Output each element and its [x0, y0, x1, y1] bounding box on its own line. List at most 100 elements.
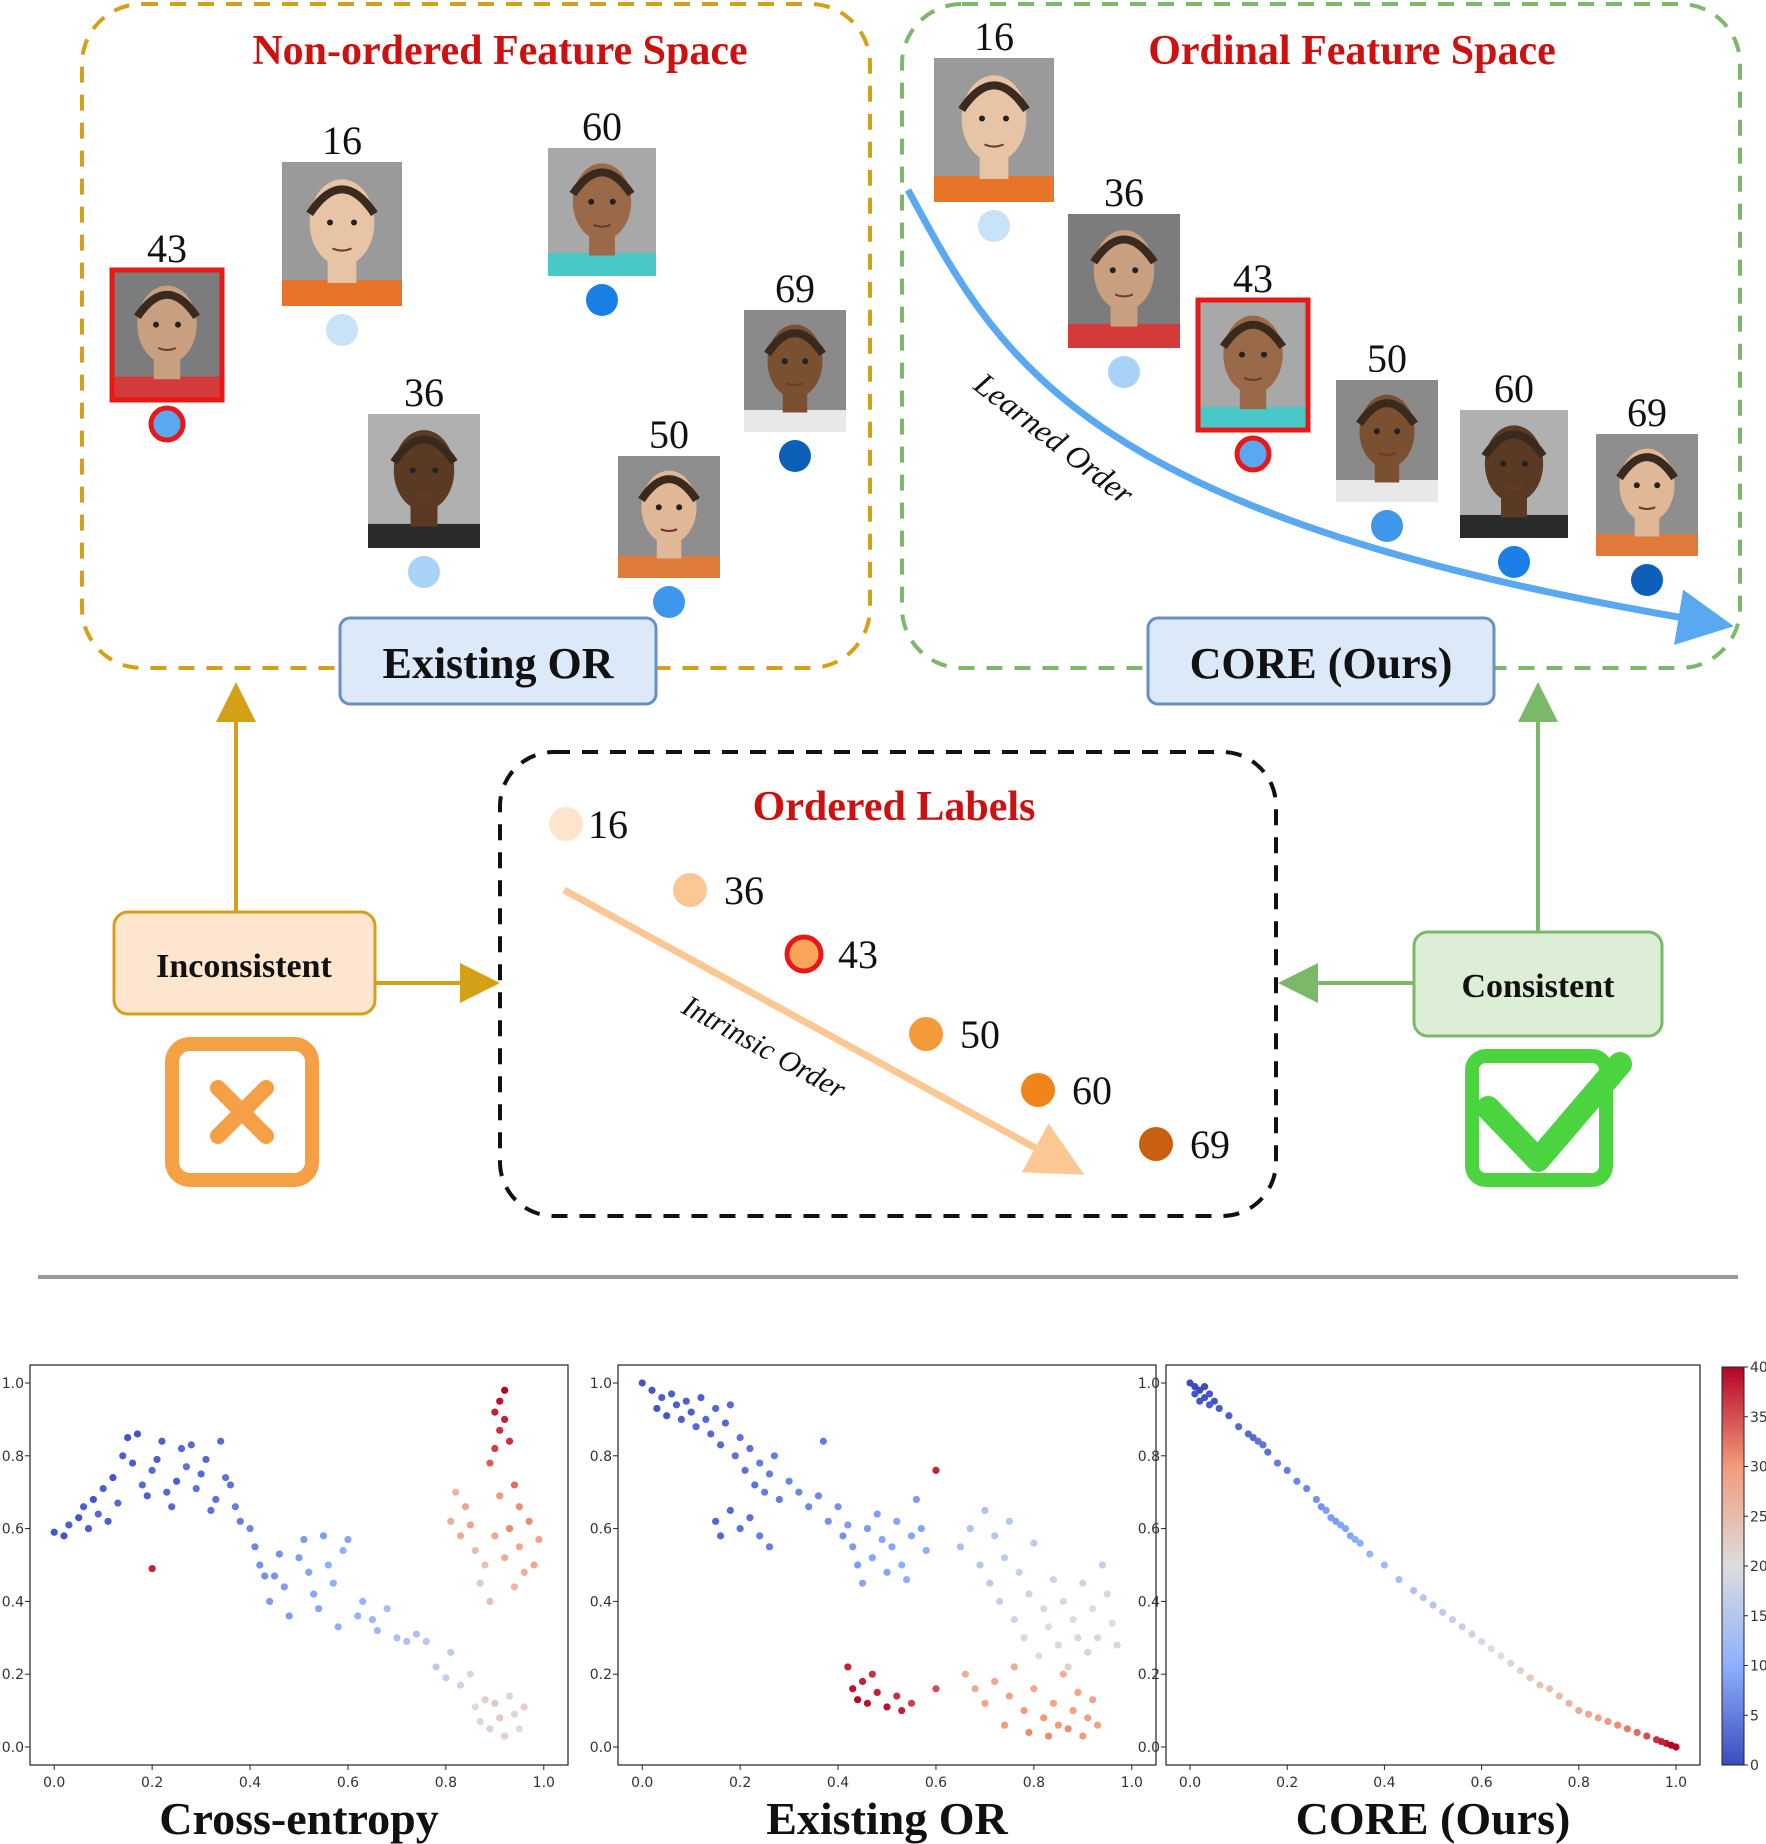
scatter-point: [805, 1503, 813, 1511]
scatter-point: [1259, 1441, 1267, 1449]
scatter-point: [736, 1525, 744, 1533]
scatter-point: [505, 1692, 514, 1700]
scatter-point: [1536, 1681, 1544, 1689]
scatter-point: [486, 1725, 494, 1733]
scatter-point: [153, 1455, 161, 1464]
portrait-mouth: [1114, 293, 1134, 298]
scatter-point: [496, 1397, 504, 1405]
scatter-point: [1059, 1670, 1067, 1678]
scatter-point: [422, 1637, 430, 1646]
ordered-label-69: 69: [1139, 1122, 1230, 1167]
ordered-label-dot: [673, 873, 707, 907]
scatter-point: [893, 1517, 901, 1525]
face-item-60: 60: [1460, 366, 1568, 578]
scatter-point: [515, 1503, 523, 1511]
intrinsic-order-text: Intrinsic Order: [676, 989, 852, 1106]
face-item-16: 16: [282, 118, 402, 346]
colorbar: 0 5 10 15 20 25 30 35 40: [1721, 1360, 1766, 1774]
scatter-point: [1614, 1721, 1622, 1729]
age-feature-dot: [1631, 564, 1663, 596]
age-feature-dot: [653, 586, 685, 618]
scatter-point: [912, 1495, 920, 1504]
scatter-point: [991, 1677, 999, 1686]
portrait-hair: [1481, 430, 1547, 459]
scatter-point: [329, 1579, 337, 1587]
scatter-point: [476, 1579, 484, 1587]
chart-title: CORE (Ours): [1296, 1793, 1571, 1844]
scatter-point: [510, 1481, 519, 1489]
scatter-point: [383, 1605, 391, 1613]
face-item-69: 69: [744, 266, 846, 472]
portrait-eye: [409, 467, 416, 474]
scatter-point: [1113, 1641, 1121, 1649]
scatter-point: [1000, 1721, 1009, 1729]
portrait-shirt: [1198, 406, 1308, 430]
scatter-point: [854, 1561, 862, 1569]
scatter-point: [761, 1488, 769, 1496]
scatter-point: [471, 1703, 479, 1711]
portrait-hair: [1219, 320, 1287, 350]
scatter-point: [1079, 1732, 1087, 1740]
scatter-point: [1079, 1579, 1087, 1587]
scatter-point: [1273, 1459, 1282, 1467]
scatter-point: [1069, 1616, 1077, 1624]
scatter-point: [114, 1499, 122, 1507]
scatter-point: [932, 1466, 940, 1474]
scatter-point: [442, 1674, 450, 1682]
scatter-point: [1074, 1634, 1082, 1642]
x-tick-label: 0.0: [43, 1775, 65, 1791]
scatter-point: [839, 1532, 847, 1540]
portrait-shirt: [112, 376, 222, 400]
scatter-point: [863, 1699, 872, 1707]
scatter-point: [530, 1561, 538, 1569]
age-label: 43: [147, 226, 187, 271]
scatter-point: [702, 1415, 710, 1423]
face-item-50: 50: [618, 412, 720, 618]
y-tick-label: 0.2: [590, 1667, 612, 1683]
ordered-label-value: 36: [724, 868, 764, 913]
scatter-point: [1030, 1685, 1038, 1693]
scatter-point: [231, 1503, 239, 1511]
scatter-point: [1205, 1401, 1214, 1409]
x-tick-label: 0.8: [1023, 1775, 1045, 1791]
scatter-point: [148, 1565, 156, 1573]
scatter-point: [104, 1517, 112, 1525]
scatter-point: [991, 1532, 999, 1540]
scatter-point: [814, 1492, 823, 1500]
scatter-point: [501, 1386, 509, 1394]
scatter-point: [133, 1430, 142, 1438]
scatter-point: [1468, 1630, 1476, 1638]
scatter-point: [466, 1670, 474, 1678]
scatter-point: [1526, 1674, 1534, 1682]
cross-icon: [165, 1037, 319, 1187]
x-tick-label: 0.8: [1568, 1775, 1590, 1791]
scatter-point: [158, 1437, 166, 1445]
scatter-point: [868, 1554, 876, 1562]
scatter-point: [496, 1426, 504, 1434]
scatter-point: [976, 1561, 984, 1569]
scatter-point: [1439, 1608, 1447, 1616]
portrait-face: [309, 179, 375, 266]
scatter-point: [996, 1597, 1004, 1605]
scatter-point: [324, 1561, 332, 1569]
scatter-point: [128, 1459, 137, 1467]
scatter-point: [491, 1699, 499, 1707]
scatter-point: [1565, 1699, 1573, 1707]
portrait-eye: [802, 358, 809, 365]
scatter-point: [824, 1517, 832, 1525]
scatter-point: [339, 1546, 347, 1555]
scatter-point: [314, 1605, 323, 1613]
x-tick-label: 0.2: [141, 1775, 163, 1791]
scatter-point: [707, 1430, 715, 1438]
scatter-point: [893, 1692, 901, 1700]
portrait-eye: [1521, 460, 1528, 467]
colorbar-tick-label: 5: [1750, 1708, 1759, 1724]
scatter-point: [765, 1470, 774, 1478]
y-tick-label: 0.8: [2, 1449, 24, 1465]
scatter-point: [99, 1484, 107, 1493]
portrait-hair: [390, 435, 458, 465]
scatter-point: [868, 1670, 876, 1678]
scatter-point: [834, 1503, 842, 1511]
consistent-label: Consistent: [1461, 968, 1615, 1005]
scatter-point: [275, 1550, 284, 1558]
